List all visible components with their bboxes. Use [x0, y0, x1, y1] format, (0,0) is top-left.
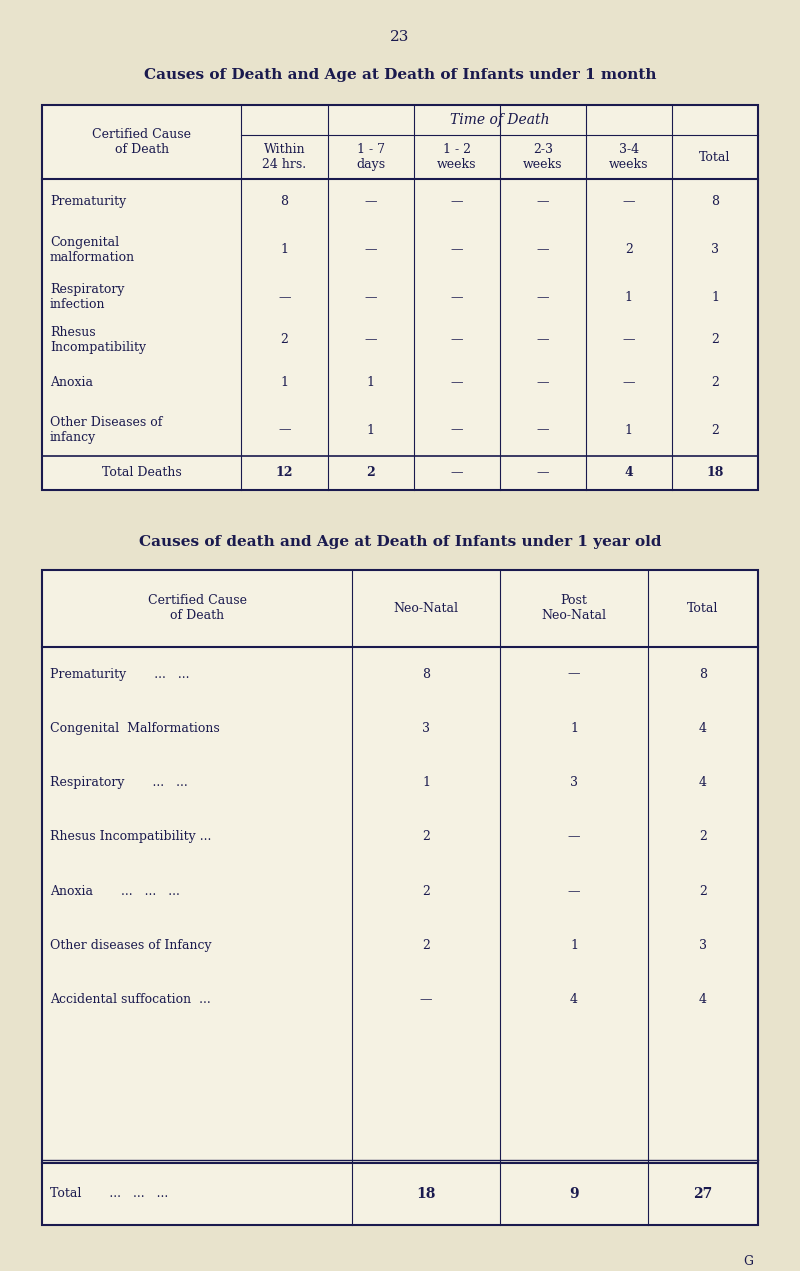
Text: 4: 4 — [570, 994, 578, 1007]
Text: —: — — [622, 376, 635, 389]
Text: 1 - 7
days: 1 - 7 days — [356, 144, 385, 172]
Text: 2: 2 — [699, 830, 707, 844]
Text: —: — — [537, 423, 549, 437]
Text: —: — — [537, 196, 549, 208]
Text: Other diseases of Infancy: Other diseases of Infancy — [50, 939, 212, 952]
Text: 2: 2 — [711, 423, 719, 437]
Text: Congenital  Malformations: Congenital Malformations — [50, 722, 220, 735]
Text: 1: 1 — [625, 291, 633, 304]
Text: 3: 3 — [699, 939, 707, 952]
Text: —: — — [537, 291, 549, 304]
Text: 4: 4 — [699, 994, 707, 1007]
Text: —: — — [568, 885, 580, 897]
Text: 27: 27 — [694, 1187, 713, 1201]
Text: 18: 18 — [706, 466, 724, 479]
Text: 2-3
weeks: 2-3 weeks — [523, 144, 562, 172]
Text: Total       ...   ...   ...: Total ... ... ... — [50, 1187, 168, 1200]
Text: 1: 1 — [422, 777, 430, 789]
Text: Accidental suffocation  ...: Accidental suffocation ... — [50, 994, 210, 1007]
Bar — [42, 569, 758, 1225]
Text: 3: 3 — [711, 243, 719, 255]
Text: —: — — [450, 291, 463, 304]
Text: 3: 3 — [422, 722, 430, 735]
Text: Total: Total — [687, 602, 718, 615]
Text: G: G — [743, 1254, 753, 1268]
Text: Prematurity: Prematurity — [50, 196, 126, 208]
Text: Anoxia: Anoxia — [50, 376, 93, 389]
Text: —: — — [364, 243, 377, 255]
Text: —: — — [364, 333, 377, 347]
Text: —: — — [364, 196, 377, 208]
Text: —: — — [537, 333, 549, 347]
Text: —: — — [568, 830, 580, 844]
Text: Within
24 hrs.: Within 24 hrs. — [262, 144, 306, 172]
Text: 2: 2 — [422, 939, 430, 952]
Text: 4: 4 — [625, 466, 634, 479]
Text: 2: 2 — [711, 376, 719, 389]
Text: 1: 1 — [366, 376, 374, 389]
Text: 1: 1 — [625, 423, 633, 437]
Text: —: — — [537, 376, 549, 389]
Text: 8: 8 — [422, 667, 430, 680]
Text: 8: 8 — [281, 196, 289, 208]
Text: 2: 2 — [699, 885, 707, 897]
Text: 1: 1 — [570, 939, 578, 952]
Text: Certified Cause
of Death: Certified Cause of Death — [92, 128, 191, 156]
Text: 4: 4 — [699, 722, 707, 735]
Text: Congenital
malformation: Congenital malformation — [50, 235, 135, 263]
Text: —: — — [537, 466, 549, 479]
Text: —: — — [450, 196, 463, 208]
Text: 1: 1 — [281, 376, 289, 389]
Text: —: — — [450, 376, 463, 389]
Text: 9: 9 — [569, 1187, 579, 1201]
Text: Prematurity       ...   ...: Prematurity ... ... — [50, 667, 190, 680]
Text: 2: 2 — [422, 830, 430, 844]
Text: Causes of death and Age at Death of Infants under 1 year old: Causes of death and Age at Death of Infa… — [138, 535, 662, 549]
Text: —: — — [622, 333, 635, 347]
Text: —: — — [450, 466, 463, 479]
Text: 3: 3 — [570, 777, 578, 789]
Text: 2: 2 — [281, 333, 289, 347]
Text: —: — — [364, 291, 377, 304]
Text: 2: 2 — [422, 885, 430, 897]
Text: Respiratory       ...   ...: Respiratory ... ... — [50, 777, 188, 789]
Text: —: — — [450, 243, 463, 255]
Text: Total: Total — [699, 151, 730, 164]
Text: —: — — [420, 994, 432, 1007]
Text: Respiratory
infection: Respiratory infection — [50, 283, 125, 311]
Text: Total Deaths: Total Deaths — [102, 466, 182, 479]
Text: Other Diseases of
infancy: Other Diseases of infancy — [50, 416, 162, 444]
Text: 2: 2 — [625, 243, 633, 255]
Text: Anoxia       ...   ...   ...: Anoxia ... ... ... — [50, 885, 180, 897]
Text: 1: 1 — [281, 243, 289, 255]
Text: 2: 2 — [366, 466, 375, 479]
Text: 2: 2 — [711, 333, 719, 347]
Text: Post
Neo-Natal: Post Neo-Natal — [542, 595, 606, 623]
Text: 1 - 2
weeks: 1 - 2 weeks — [437, 144, 477, 172]
Text: 23: 23 — [390, 31, 410, 44]
Text: Rhesus Incompatibility ...: Rhesus Incompatibility ... — [50, 830, 211, 844]
Text: 1: 1 — [570, 722, 578, 735]
Text: Neo-Natal: Neo-Natal — [394, 602, 458, 615]
Text: 1: 1 — [711, 291, 719, 304]
Bar — [42, 105, 758, 491]
Text: 18: 18 — [416, 1187, 436, 1201]
Text: —: — — [278, 291, 290, 304]
Text: —: — — [622, 196, 635, 208]
Text: —: — — [568, 667, 580, 680]
Text: 12: 12 — [276, 466, 294, 479]
Text: 3-4
weeks: 3-4 weeks — [609, 144, 649, 172]
Text: —: — — [450, 423, 463, 437]
Text: 1: 1 — [366, 423, 374, 437]
Text: 4: 4 — [699, 777, 707, 789]
Text: 8: 8 — [699, 667, 707, 680]
Text: Time of Death: Time of Death — [450, 113, 550, 127]
Text: Causes of Death and Age at Death of Infants under 1 month: Causes of Death and Age at Death of Infa… — [144, 69, 656, 83]
Text: Rhesus
Incompatibility: Rhesus Incompatibility — [50, 325, 146, 353]
Text: —: — — [537, 243, 549, 255]
Text: —: — — [450, 333, 463, 347]
Text: Certified Cause
of Death: Certified Cause of Death — [147, 595, 246, 623]
Text: —: — — [278, 423, 290, 437]
Text: 8: 8 — [711, 196, 719, 208]
